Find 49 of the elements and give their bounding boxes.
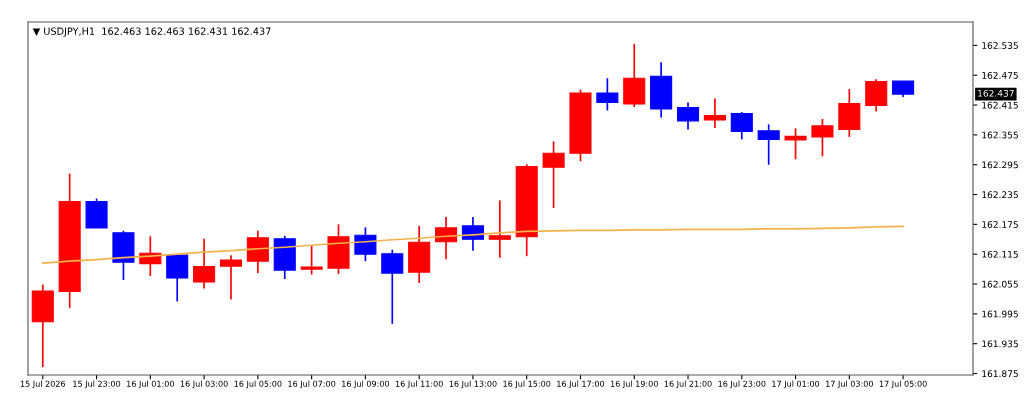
line-series: [41, 225, 904, 264]
text: ▼ USDJPY,H1 162.463 162.463 162.431 162.437: [32, 27, 271, 37]
x-tick-label: 16 Jul 03:00: [180, 380, 228, 389]
candlestick: [542, 140, 565, 209]
y-tick-label: 161.875: [982, 370, 1018, 378]
candlestick: [730, 111, 753, 141]
y-tick-label: 161.935: [982, 340, 1018, 348]
x-tick-label: 16 Jul 05:00: [234, 380, 282, 389]
x-tick-label: 16 Jul 23:00: [718, 380, 766, 389]
x-tick-label: 17 Jul 01:00: [772, 380, 820, 389]
candlestick: [811, 118, 834, 158]
y-tick-label: 161.995: [982, 310, 1018, 318]
y-tick-label: 162.295: [982, 161, 1018, 169]
candlestick: [757, 123, 780, 166]
candlestick: [219, 254, 243, 301]
candlestick: [676, 101, 700, 131]
y-tick-label: 162.475: [982, 71, 1018, 79]
candlestick: [300, 244, 323, 276]
text: 162.437: [978, 89, 1014, 97]
candlestick: [703, 97, 726, 129]
candlestick: [193, 237, 216, 290]
x-tick-label: 16 Jul 15:00: [503, 380, 551, 389]
x-tick-label: 16 Jul 17:00: [557, 380, 605, 389]
y-tick-label: 162.415: [982, 101, 1018, 109]
y-tick-label: 162.355: [982, 131, 1018, 139]
x-tick-label: 17 Jul 05:00: [879, 380, 927, 389]
y-tick-label: 162.115: [982, 250, 1018, 258]
y-tick-label: 162.175: [982, 221, 1018, 228]
y-tick-label: 162.235: [982, 191, 1018, 199]
x-tick-label: 16 Jul 09:00: [342, 380, 390, 389]
candlestick: [381, 248, 404, 325]
x-tick-label: 15 Jul 23:00: [73, 380, 121, 389]
x-tick-label: 16 Jul 01:00: [127, 380, 174, 389]
x-tick-label: 16 Jul 07:00: [288, 380, 336, 389]
x-tick-label: 15 Jul 2026: [20, 380, 66, 389]
x-tick-label: 16 Jul 19:00: [610, 380, 658, 389]
x-tick-label: 16 Jul 13:00: [449, 380, 497, 389]
candlestick: [865, 78, 888, 113]
x-tick-label: 16 Jul 21:00: [664, 380, 712, 389]
candlestick: [246, 229, 269, 274]
x-tick-label: 16 Jul 11:00: [395, 380, 443, 389]
candlestick: [166, 253, 189, 303]
candlestick: [784, 127, 807, 161]
y-tick-label: 162.535: [982, 42, 1018, 49]
x-tick-label: 17 Jul 03:00: [826, 380, 873, 389]
candlestick: [596, 77, 619, 112]
candlestick: [354, 226, 377, 262]
y-tick-label: 162.055: [982, 280, 1018, 288]
candlestick: [488, 199, 511, 259]
